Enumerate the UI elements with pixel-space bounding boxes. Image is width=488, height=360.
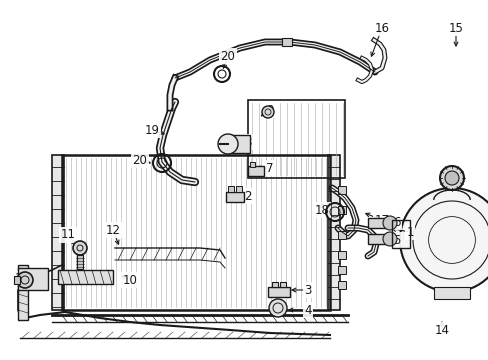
Bar: [367, 234, 387, 244]
Bar: [227, 135, 249, 153]
Circle shape: [262, 106, 273, 118]
Bar: [227, 186, 234, 192]
Text: 14: 14: [434, 324, 448, 337]
Bar: [267, 287, 289, 297]
Text: 16: 16: [374, 22, 389, 35]
Circle shape: [17, 272, 33, 288]
Text: 5: 5: [392, 234, 400, 247]
Text: 7: 7: [265, 162, 273, 175]
Circle shape: [439, 166, 463, 190]
Bar: [337, 251, 346, 259]
Bar: [18, 268, 48, 290]
Circle shape: [268, 299, 286, 317]
Text: 8: 8: [244, 135, 251, 148]
Bar: [14, 276, 20, 284]
Circle shape: [444, 171, 458, 185]
Bar: [62, 155, 329, 310]
Text: 20: 20: [220, 49, 235, 63]
Bar: [280, 282, 285, 287]
Text: 15: 15: [447, 22, 463, 35]
Bar: [225, 192, 244, 202]
Bar: [18, 265, 28, 320]
Text: 20: 20: [132, 153, 147, 166]
Bar: [433, 287, 469, 299]
Circle shape: [73, 241, 87, 255]
Bar: [58, 270, 113, 284]
Text: 11: 11: [61, 229, 75, 242]
Bar: [337, 281, 346, 289]
Bar: [337, 231, 346, 239]
Text: 18: 18: [314, 203, 329, 216]
Bar: [247, 100, 345, 178]
Text: 6: 6: [392, 216, 400, 229]
Text: 4: 4: [304, 303, 311, 316]
Bar: [337, 266, 346, 274]
Text: 9: 9: [265, 104, 273, 117]
Bar: [247, 166, 264, 176]
Bar: [391, 220, 409, 248]
Text: 13: 13: [15, 271, 29, 284]
Bar: [282, 38, 291, 46]
Bar: [52, 155, 64, 310]
Circle shape: [218, 134, 238, 154]
Text: 19: 19: [144, 123, 159, 136]
Circle shape: [382, 216, 396, 230]
Text: 12: 12: [105, 224, 120, 237]
Bar: [77, 255, 83, 269]
Bar: [337, 206, 346, 214]
Circle shape: [382, 232, 396, 246]
Text: 10: 10: [122, 274, 137, 287]
Text: 2: 2: [244, 189, 251, 202]
Text: 17: 17: [374, 213, 389, 226]
Circle shape: [399, 188, 488, 292]
Text: 3: 3: [304, 284, 311, 297]
Bar: [327, 155, 339, 310]
Bar: [367, 218, 387, 228]
Bar: [236, 186, 242, 192]
Text: 1: 1: [406, 225, 413, 238]
Bar: [337, 186, 346, 194]
Bar: [271, 282, 278, 287]
Bar: [249, 162, 254, 167]
